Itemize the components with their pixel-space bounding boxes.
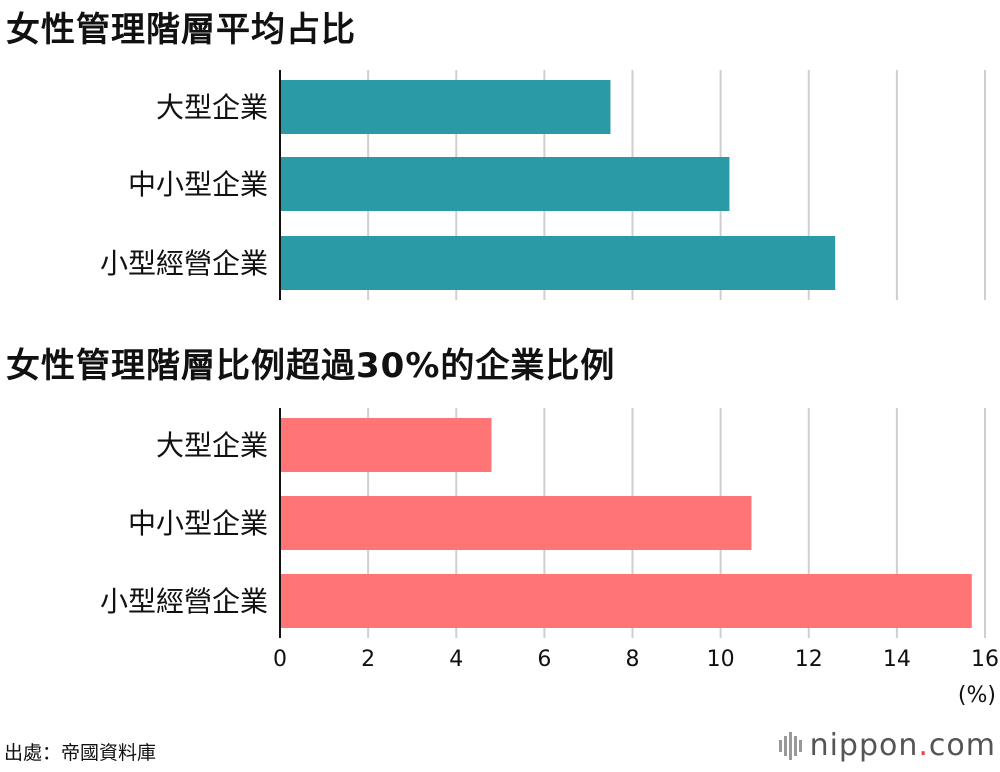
x-tick-label-5: 10 bbox=[707, 647, 735, 672]
category-label-2-3: 小型經營企業 bbox=[100, 585, 268, 618]
bar-2-1 bbox=[280, 418, 492, 472]
logo-dot: . bbox=[918, 728, 929, 763]
category-label-1-1: 大型企業 bbox=[156, 91, 268, 124]
bar-2-3 bbox=[280, 574, 972, 628]
bar-1-1 bbox=[280, 80, 611, 134]
chart-title-1: 女性管理階層平均占比 bbox=[6, 10, 356, 50]
x-tick-label-8: 16 bbox=[971, 647, 999, 672]
category-label-1-3: 小型經營企業 bbox=[100, 247, 268, 280]
x-tick-label-3: 6 bbox=[537, 647, 551, 672]
x-tick-label-4: 8 bbox=[626, 647, 640, 672]
source-note: 出處：帝國資料庫 bbox=[4, 742, 157, 764]
category-label-2-1: 大型企業 bbox=[156, 429, 268, 462]
category-label-2-2: 中小型企業 bbox=[128, 507, 268, 540]
nippon-logo: nippon.com bbox=[778, 728, 996, 763]
x-tick-label-2: 4 bbox=[449, 647, 463, 672]
logo-main: nippon bbox=[809, 728, 919, 763]
x-tick-label-1: 2 bbox=[361, 647, 375, 672]
bar-1-2 bbox=[280, 157, 730, 211]
category-label-1-2: 中小型企業 bbox=[128, 168, 268, 201]
logo-suffix: com bbox=[928, 728, 996, 763]
bar-1-3 bbox=[280, 236, 836, 290]
axis-unit-label: (%) bbox=[958, 683, 996, 708]
x-tick-label-0: 0 bbox=[273, 647, 287, 672]
x-tick-label-6: 12 bbox=[795, 647, 823, 672]
logo-bars-icon bbox=[778, 731, 802, 760]
bar-2-2 bbox=[280, 496, 752, 550]
chart-title-2: 女性管理階層比例超過30%的企業比例 bbox=[6, 346, 616, 386]
x-tick-label-7: 14 bbox=[883, 647, 911, 672]
